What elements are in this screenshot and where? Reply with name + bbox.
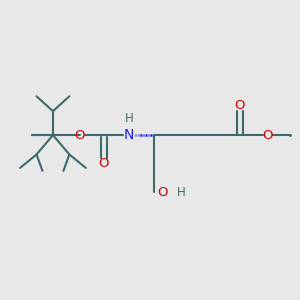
Text: O: O bbox=[75, 129, 85, 142]
Text: O: O bbox=[234, 99, 245, 112]
Text: H: H bbox=[177, 186, 186, 199]
Text: N: N bbox=[124, 128, 134, 142]
Text: O: O bbox=[263, 129, 273, 142]
Text: O: O bbox=[157, 186, 167, 199]
Text: O: O bbox=[98, 157, 109, 170]
Text: H: H bbox=[125, 112, 134, 125]
